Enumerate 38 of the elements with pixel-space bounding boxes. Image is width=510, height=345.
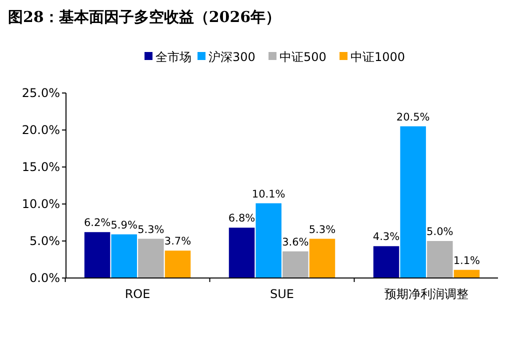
legend-label: 中证1000: [350, 50, 406, 64]
legend-label: 中证500: [280, 50, 326, 64]
bar: [427, 241, 453, 278]
text: 3.6%: [282, 236, 309, 248]
y-tick-label: 25.0%: [22, 86, 60, 100]
y-tick-label: 10.0%: [22, 197, 60, 212]
bar: [256, 203, 282, 278]
bar: [373, 246, 400, 278]
chart-title: 图28：基本面因子多空收益（2026年）: [8, 8, 281, 26]
y-tick-label: 15.0%: [22, 160, 60, 174]
text: 5.3%: [308, 224, 336, 236]
text: 1.1%: [453, 254, 480, 267]
y-tick-label: 20.0%: [22, 123, 60, 138]
text: 5.9%: [110, 219, 138, 232]
bar: [454, 270, 480, 278]
text: 3.7%: [164, 236, 192, 248]
bar: [309, 238, 336, 278]
text: 20.5%: [396, 111, 430, 124]
y-tick-label: 0.0%: [30, 271, 60, 286]
text: 6.2%: [84, 217, 111, 230]
legend-label: 全市场: [156, 50, 192, 64]
text: 5.0%: [426, 226, 454, 238]
x-tick-label: SUE: [270, 287, 294, 301]
text: 5.3%: [138, 224, 164, 236]
bar: [228, 228, 255, 278]
text: 10.1%: [252, 188, 286, 200]
y-tick-label: 5.0%: [30, 234, 60, 248]
x-tick-label: 预期净利润调整: [384, 287, 468, 301]
bar: [111, 234, 137, 278]
text: 4.3%: [372, 231, 400, 244]
bar: [282, 251, 308, 278]
bar: [84, 232, 110, 278]
bar: [400, 126, 426, 278]
x-tick-label: ROE: [124, 287, 150, 301]
bar: [138, 238, 164, 278]
text: 6.8%: [228, 212, 256, 225]
bar: [164, 250, 191, 278]
legend-label: 沪深300: [208, 50, 256, 64]
